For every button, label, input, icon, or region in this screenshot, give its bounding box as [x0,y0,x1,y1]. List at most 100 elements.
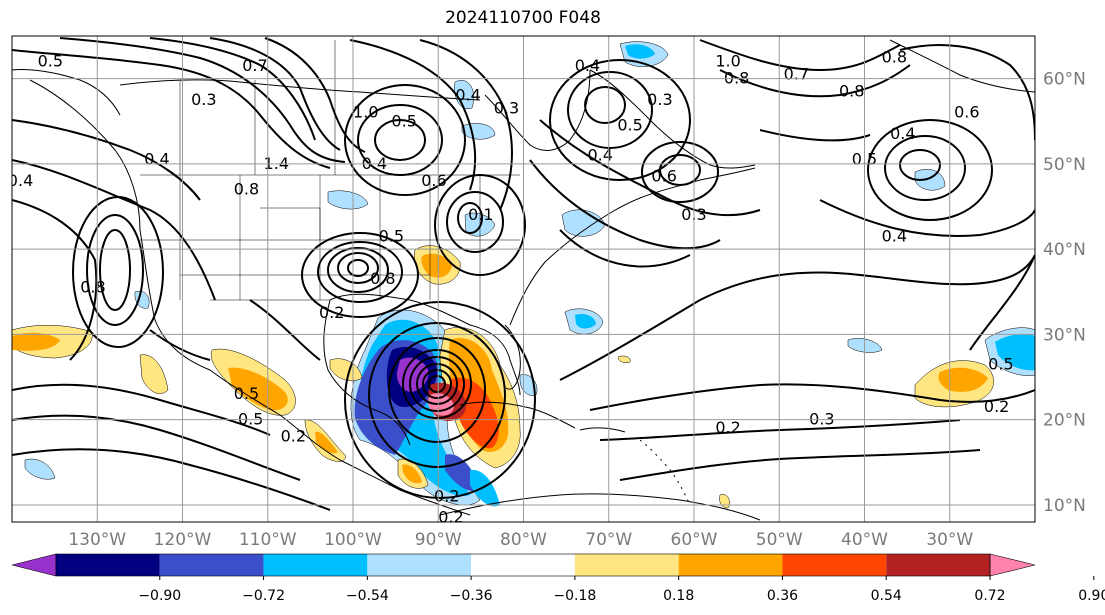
colorbar-tick-label: 0.54 [871,588,902,604]
contour-label: 0.3 [647,90,672,109]
longitude-tick-label: 120°W [154,530,212,550]
colorbar-bin [886,554,990,576]
plains-low-ring [317,241,403,303]
colorbar-bin [159,554,264,576]
longitude-tick-label: 110°W [239,530,297,550]
contour-label: 1.0 [715,52,740,71]
contour-label: 0.5 [391,111,416,130]
colorbar-tick-label: 0.36 [767,588,798,604]
latitude-tick-labels: 10°N 20°N 30°N 40°N 50°N 60°N [1043,70,1086,516]
longitude-tick-label: 100°W [324,530,382,550]
shade-sky-south [470,469,500,507]
colorbar-tick-label: −0.90 [138,588,181,604]
hispaniola [579,427,626,433]
shade-purple-core [396,357,429,392]
alaska [12,69,121,116]
contour-label: 0.2 [281,427,306,446]
shade-yellow-baja [139,354,169,394]
plains-low-ring [347,259,369,277]
gulf-coast [329,293,521,396]
labrador-ring [567,71,653,149]
contour-lines [12,37,1035,511]
colorbar-tick-label: 0.72 [974,588,1005,604]
longitude-tick-label: 50°W [756,530,803,550]
latitude-tick-label: 60°N [1043,70,1086,90]
contour-label: 0.2 [434,486,459,505]
contour-label: 0.5 [379,226,404,245]
latitude-tick-label: 10°N [1043,496,1086,516]
cuba [459,401,576,429]
contour-label: 0.2 [438,508,463,527]
labrador-ring [549,59,691,181]
contour-label: 0.3 [494,98,519,117]
latitude-tick-label: 30°N [1043,325,1086,345]
contour-label: 0.4 [455,86,480,105]
hurricane-ring [388,337,486,443]
contour-label: 0.6 [421,171,446,190]
contour-label: 0.8 [370,269,395,288]
shade-yellow-cuba [329,358,363,382]
shade-sky-bermuda [575,314,596,329]
longitude-tick-label: 70°W [585,530,632,550]
shade-orange-texas [421,253,452,278]
florida [504,324,521,390]
shade-blue-canada3 [327,190,369,210]
greenland-south [889,39,1035,93]
colorbar-bin [574,554,679,576]
shade-blue-pacific2 [134,290,150,309]
latitude-tick-label: 20°N [1043,411,1086,431]
longitude-tick-label: 40°W [841,530,888,550]
contour-label: 0.8 [839,81,864,100]
lesser-antilles [639,439,691,506]
colorbar-extend-low [11,553,57,577]
colorbar-tick-label: −0.54 [346,588,389,604]
contour-label: 0.7 [242,56,267,75]
north-america-west-coast [29,79,471,516]
colorbar-bin [471,554,575,576]
plains-low-ring [337,252,379,284]
colorbar-bin [263,554,368,576]
pacific-ring [99,229,131,311]
hudson-ring [344,84,466,196]
contour-label: 0.5 [617,116,642,135]
contour-label: 0.8 [882,47,907,66]
hurricane-ring [416,363,458,405]
colorbar-tick-label: 0.18 [663,588,694,604]
contour-label: 0.4 [890,124,915,143]
colorbar-bin [782,554,887,576]
plains-low-ring [327,247,389,293]
map-frame [11,35,1036,523]
contour-label: 0.8 [80,278,105,297]
latitude-tick-label: 40°N [1043,240,1086,260]
longitude-tick-label: 60°W [671,530,718,550]
hurricane-ring [368,322,506,468]
latitude-tick-label: 50°N [1043,155,1086,175]
plains-low-ring [301,232,419,318]
longitude-tick-label: 90°W [415,530,462,550]
hurricane-ring [402,349,472,419]
contour-label: 0.4 [8,171,33,190]
contour-label: 1.0 [353,103,378,122]
longitude-tick-labels: 130°W 120°W 110°W 100°W 90°W 80°W 70°W 60°W 50°W… [68,530,973,550]
hudson-ring [357,104,443,176]
hurricane-ring [409,356,465,412]
contour-labels: 0.5 0.70.31.0 0.51.40.80.40.60.40.40.40.30… [8,47,1014,527]
shade-orange-far-east [938,367,988,392]
contour-label: 0.5 [38,52,63,71]
contour-label: 0.6 [954,103,979,122]
shade-yellow-mid [617,355,631,364]
contour-label: 0.7 [784,64,809,83]
colorbar-tick-label: −0.36 [450,588,493,604]
shade-orange-central-am [402,464,422,484]
maritime-ring [641,141,719,203]
shade-blue-pacific [24,458,56,480]
contour-label: 0.4 [575,56,600,75]
colorbar-extend-high [989,553,1036,577]
hurricane-ring [428,375,446,393]
atlantic-ring [884,135,966,201]
shade-blue-atl-east [914,169,946,191]
longitude-tick-label: 80°W [500,530,547,550]
longitude-tick-label: 130°W [68,530,126,550]
shade-orange-west-coast [12,332,60,351]
